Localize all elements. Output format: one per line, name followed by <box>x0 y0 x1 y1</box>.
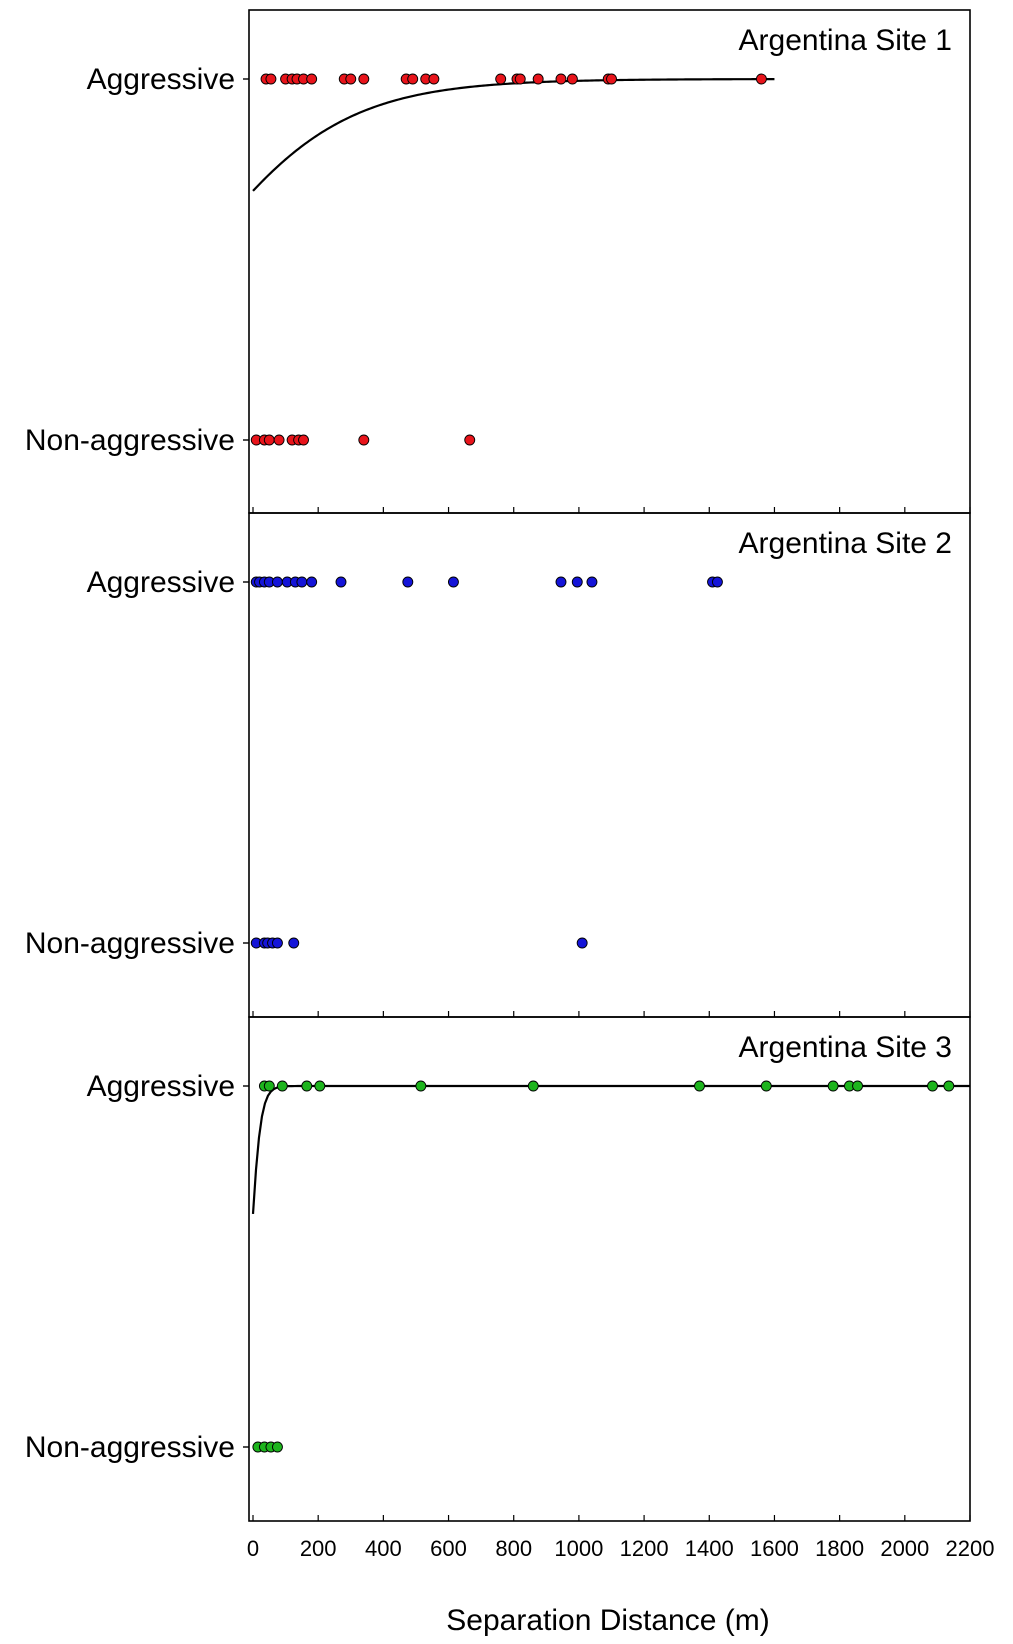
data-point <box>555 73 567 85</box>
data-point <box>447 576 459 588</box>
data-point <box>464 434 476 446</box>
panel-site-3: Argentina Site 3 Aggressive Non-aggressive <box>25 1016 971 1522</box>
data-point <box>358 434 370 446</box>
panel-title: Argentina Site 3 <box>739 1031 952 1064</box>
data-point <box>606 73 617 85</box>
data-point <box>276 1080 288 1092</box>
data-point <box>943 1080 955 1092</box>
panel-site-1: Argentina Site 1 Aggressive Non-aggressive <box>25 9 971 514</box>
x-tick-label: 1600 <box>750 1536 799 1561</box>
data-point <box>571 576 583 588</box>
data-point <box>298 434 309 446</box>
data-point <box>694 1080 705 1092</box>
panel-frame <box>248 9 971 514</box>
data-point <box>566 73 578 85</box>
data-point <box>527 1080 539 1092</box>
y-tick-label: Non-aggressive <box>25 927 235 960</box>
y-tick-label: Non-aggressive <box>25 424 235 457</box>
data-point <box>314 1080 326 1092</box>
data-point <box>265 73 277 85</box>
data-point <box>402 576 414 588</box>
data-point <box>415 1080 427 1092</box>
data-point <box>555 576 567 588</box>
x-tick-label: 0 <box>247 1536 259 1561</box>
x-tick-label: 2200 <box>946 1536 995 1561</box>
x-tick-label: 400 <box>365 1536 402 1561</box>
panel-title: Argentina Site 2 <box>739 527 952 560</box>
x-tick-label: 2000 <box>880 1536 929 1561</box>
data-point <box>407 73 419 85</box>
data-point <box>273 434 285 446</box>
data-point <box>428 73 440 85</box>
panels: Argentina Site 1 Aggressive Non-aggressive… <box>25 9 971 1522</box>
data-point <box>288 937 300 949</box>
x-tick-label: 1200 <box>620 1536 669 1561</box>
data-point <box>927 1080 938 1092</box>
data-point <box>301 1080 313 1092</box>
x-tick-label: 800 <box>495 1536 532 1561</box>
panel-site-2: Argentina Site 2 Aggressive Non-aggressive <box>25 512 971 1018</box>
data-point <box>263 434 275 446</box>
fitted-curve <box>251 1084 970 1214</box>
data-point <box>271 576 283 588</box>
data-point <box>576 937 588 949</box>
y-tick-label: Aggressive <box>87 63 235 96</box>
data-point <box>760 1080 772 1092</box>
data-point <box>827 1080 839 1092</box>
panel-title: Argentina Site 1 <box>739 24 952 57</box>
y-tick-label: Aggressive <box>87 1070 235 1103</box>
data-point <box>306 576 318 588</box>
data-point <box>306 73 318 85</box>
panel-frame <box>248 512 971 1018</box>
x-tick-label: 1400 <box>685 1536 734 1561</box>
data-point <box>495 73 507 85</box>
data-point <box>514 73 526 85</box>
x-axis-label: Separation Distance (m) <box>446 1604 769 1637</box>
fitted-curve <box>252 78 775 192</box>
x-axis: 0 200 400 600 800 1000 1200 1400 1600 1800 2000 220… <box>247 1536 995 1561</box>
x-tick-label: 1000 <box>554 1536 603 1561</box>
panel-frame <box>248 1016 971 1522</box>
data-point <box>271 937 283 949</box>
x-tick-label: 200 <box>300 1536 337 1561</box>
y-tick-label: Non-aggressive <box>25 1431 235 1464</box>
data-point <box>711 576 723 588</box>
x-tick-label: 1800 <box>815 1536 864 1561</box>
y-tick-label: Aggressive <box>87 566 235 599</box>
data-point <box>852 1080 864 1092</box>
data-point <box>335 576 347 588</box>
data-point <box>358 73 370 85</box>
data-point <box>586 576 598 588</box>
data-point <box>271 1441 283 1453</box>
data-point <box>755 73 767 85</box>
data-point <box>532 73 544 85</box>
data-point <box>296 576 308 588</box>
data-point <box>263 1080 275 1092</box>
data-point <box>345 73 357 85</box>
x-tick-label: 600 <box>430 1536 467 1561</box>
